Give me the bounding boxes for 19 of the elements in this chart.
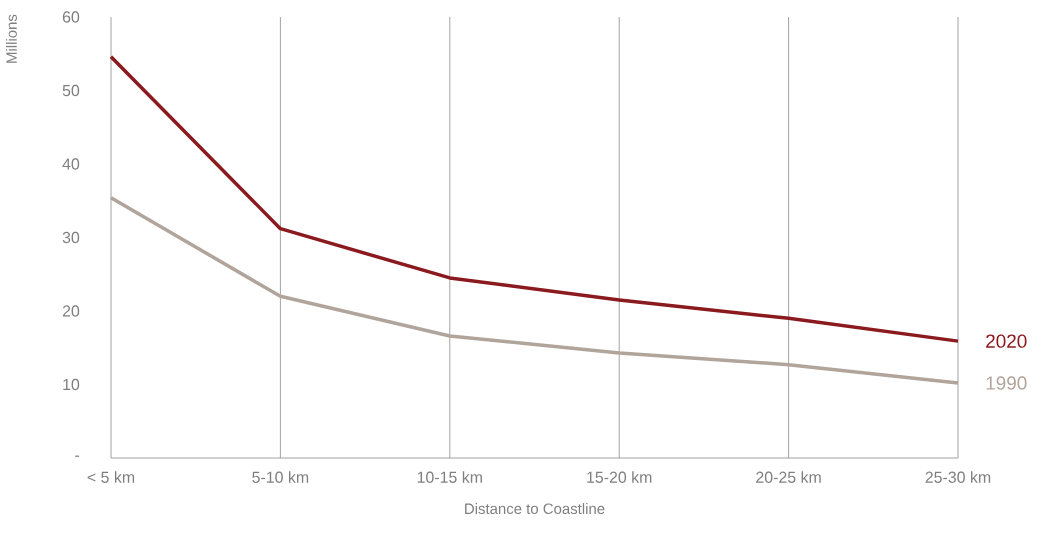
y-tick-label: 30	[62, 231, 80, 244]
y-tick-label: 60	[62, 11, 80, 23]
x-axis-title: Distance to Coastline	[465, 503, 605, 515]
y-tick-label: 40	[62, 158, 80, 170]
line-series	[109, 196, 960, 385]
y-tick-label: 10	[63, 378, 80, 391]
y-tick-label: 20	[62, 305, 80, 317]
series-label: 1990	[986, 376, 1027, 390]
y-tick-label: -	[75, 455, 80, 457]
x-tick-label: < 5 km	[87, 471, 135, 483]
series-label: 2020	[986, 334, 1027, 348]
x-tick-label: 5-10 km	[252, 471, 309, 483]
x-tick-label: 10-15 km	[417, 471, 482, 483]
x-tick-label: 25-30 km	[925, 471, 991, 483]
x-tick-label: 20-25 km	[756, 471, 821, 483]
y-axis-title: Millions	[5, 14, 17, 63]
line-series	[109, 54, 960, 343]
x-tick-label: 15-20 km	[587, 471, 652, 483]
y-tick-label: 50	[62, 84, 80, 97]
